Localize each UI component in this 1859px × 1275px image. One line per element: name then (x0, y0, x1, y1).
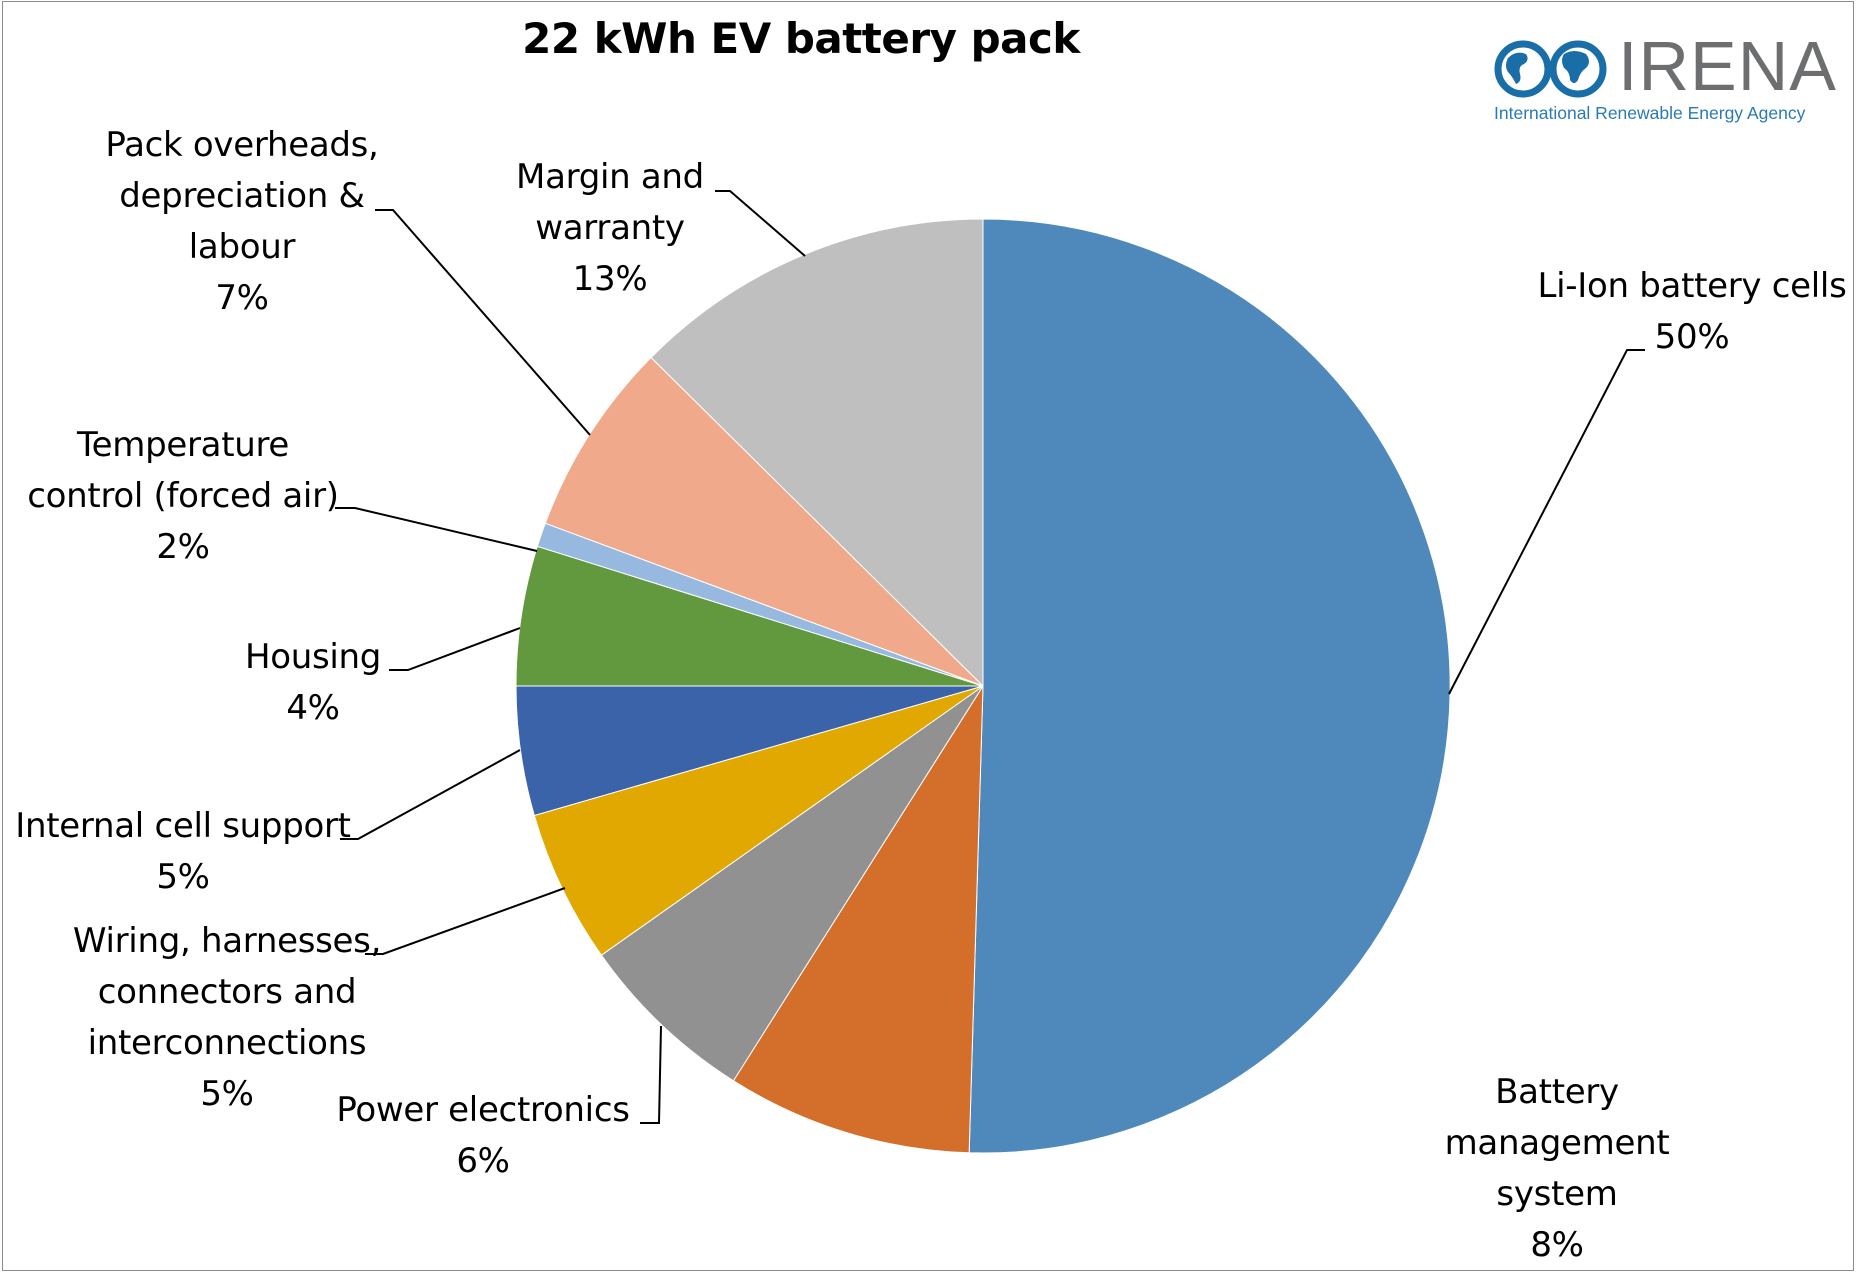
data-label-housing: Housing 4% (245, 632, 381, 734)
leader-line-margin (715, 190, 806, 257)
label-text: connectors and (97, 972, 357, 1012)
label-text: depreciation & (119, 176, 365, 216)
label-value: 50% (1654, 317, 1730, 357)
pie-slices (515, 218, 1451, 1154)
label-value: 2% (156, 527, 210, 567)
label-text: interconnections (87, 1023, 367, 1063)
label-value: 5% (156, 857, 210, 897)
label-text: Internal cell support (15, 806, 351, 846)
label-text: management (1444, 1123, 1670, 1163)
label-value: 13% (572, 259, 648, 299)
data-label-power-electronics: Power electronics 6% (336, 1085, 630, 1187)
label-text: control (forced air) (27, 476, 339, 516)
data-label-margin-warranty: Margin and warranty 13% (516, 152, 704, 305)
label-text: Wiring, harnesses, (72, 921, 382, 961)
label-value: 8% (1530, 1225, 1584, 1265)
leader-line-temp (335, 507, 538, 552)
label-text: Li-Ion battery cells (1537, 266, 1847, 306)
pie-slice-li-ion (968, 218, 1451, 1154)
label-text: Temperature (76, 425, 290, 465)
leader-line-li-ion (1448, 349, 1645, 695)
leader-line-internal (340, 749, 521, 840)
irena-logo-icon (1494, 40, 1607, 98)
label-value: 5% (200, 1074, 254, 1114)
data-label-li-ion: Li-Ion battery cells 50% (1538, 261, 1847, 363)
label-text: warranty (535, 208, 685, 248)
leader-line-wiring (365, 887, 566, 955)
label-text: Power electronics (336, 1090, 630, 1130)
label-value: 4% (286, 688, 340, 728)
label-text: Housing (244, 637, 382, 677)
data-label-temperature-control: Temperature control (forced air) 2% (27, 420, 339, 573)
leader-line-power (640, 1025, 662, 1124)
label-value: 7% (215, 278, 269, 318)
data-label-internal-cell-support: Internal cell support 5% (15, 801, 351, 903)
leader-line-pack (375, 209, 591, 436)
label-text: Pack overheads, (105, 125, 379, 165)
label-text: Battery (1495, 1072, 1619, 1112)
pie-slice-bms (732, 684, 984, 1154)
chart-title: 22 kWh EV battery pack (522, 14, 1080, 63)
logo-subtitle: International Renewable Energy Agency (1494, 103, 1806, 123)
label-text: system (1496, 1174, 1618, 1214)
leader-lines (335, 190, 1645, 1124)
data-label-wiring: Wiring, harnesses, connectors and interc… (73, 916, 381, 1120)
label-text: labour (188, 227, 296, 267)
logo-name: IRENA (1618, 27, 1837, 105)
data-label-pack-overheads: Pack overheads, depreciation & labour 7% (105, 120, 378, 324)
pie-slice-power-electronics (600, 685, 984, 1082)
data-label-bms: Battery management system 8% (1445, 1067, 1670, 1271)
label-text: Margin and (516, 157, 704, 197)
label-value: 6% (456, 1141, 510, 1181)
leader-line-housing (389, 627, 521, 671)
